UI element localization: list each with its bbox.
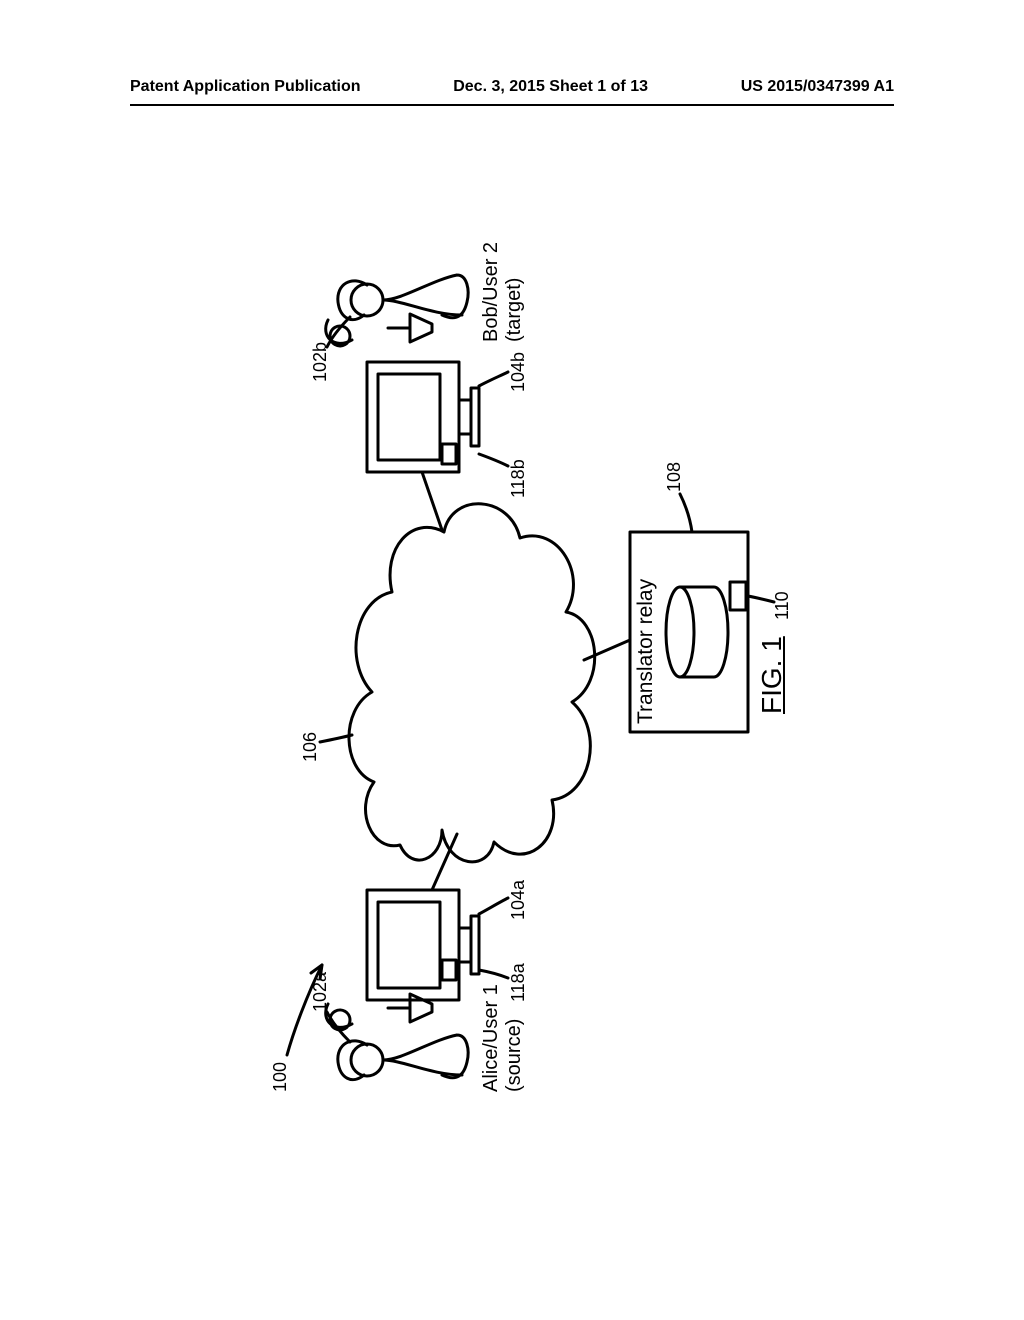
ref-108: 108 xyxy=(664,462,685,492)
header-left: Patent Application Publication xyxy=(130,78,361,96)
ref-106: 106 xyxy=(300,732,321,762)
header-middle: Dec. 3, 2015 Sheet 1 of 13 xyxy=(453,78,648,96)
figure-caption: FIG. 1 xyxy=(756,636,788,714)
ref-102a: 102a xyxy=(310,972,331,1012)
figure-1: 100 102a Alice/User 1 (source) 118a 104a… xyxy=(232,230,792,1130)
header-rule xyxy=(130,104,894,106)
label-bob: Bob/User 2 (target) xyxy=(480,242,526,342)
header-right: US 2015/0347399 A1 xyxy=(741,78,894,96)
label-translator-relay: Translator relay xyxy=(634,579,658,724)
ref-104b: 104b xyxy=(508,352,529,392)
ref-118a: 118a xyxy=(508,963,529,1002)
ref-100: 100 xyxy=(270,1062,291,1092)
ref-118b: 118b xyxy=(508,459,529,498)
ref-110: 110 xyxy=(772,591,793,620)
ref-104a: 104a xyxy=(508,880,529,920)
page-header: Patent Application Publication Dec. 3, 2… xyxy=(130,78,894,96)
ref-102b: 102b xyxy=(310,342,331,382)
